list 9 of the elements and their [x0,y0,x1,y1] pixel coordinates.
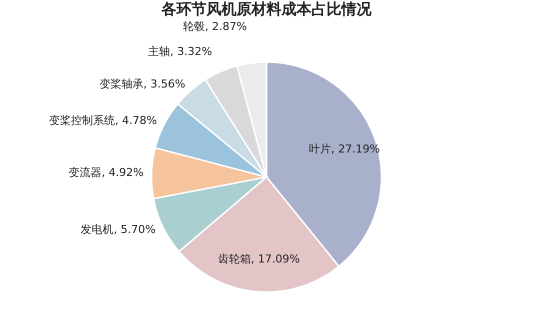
slice-label: 变桨控制系统, 4.78% [49,114,157,128]
slice-label: 主轴, 3.32% [148,44,212,58]
slice-label: 变桨轴承, 3.56% [99,78,186,91]
slice-label: 叶片, 27.19% [309,142,380,156]
slice-label: 齿轮箱, 17.09% [218,252,300,266]
slice-label: 发电机, 5.70% [80,223,156,236]
slice-label: 变流器, 4.92% [68,166,144,179]
slice-label: 轮毂, 2.87% [182,20,247,33]
chart-title: 各环节风机原材料成本占比情况 [160,0,372,18]
